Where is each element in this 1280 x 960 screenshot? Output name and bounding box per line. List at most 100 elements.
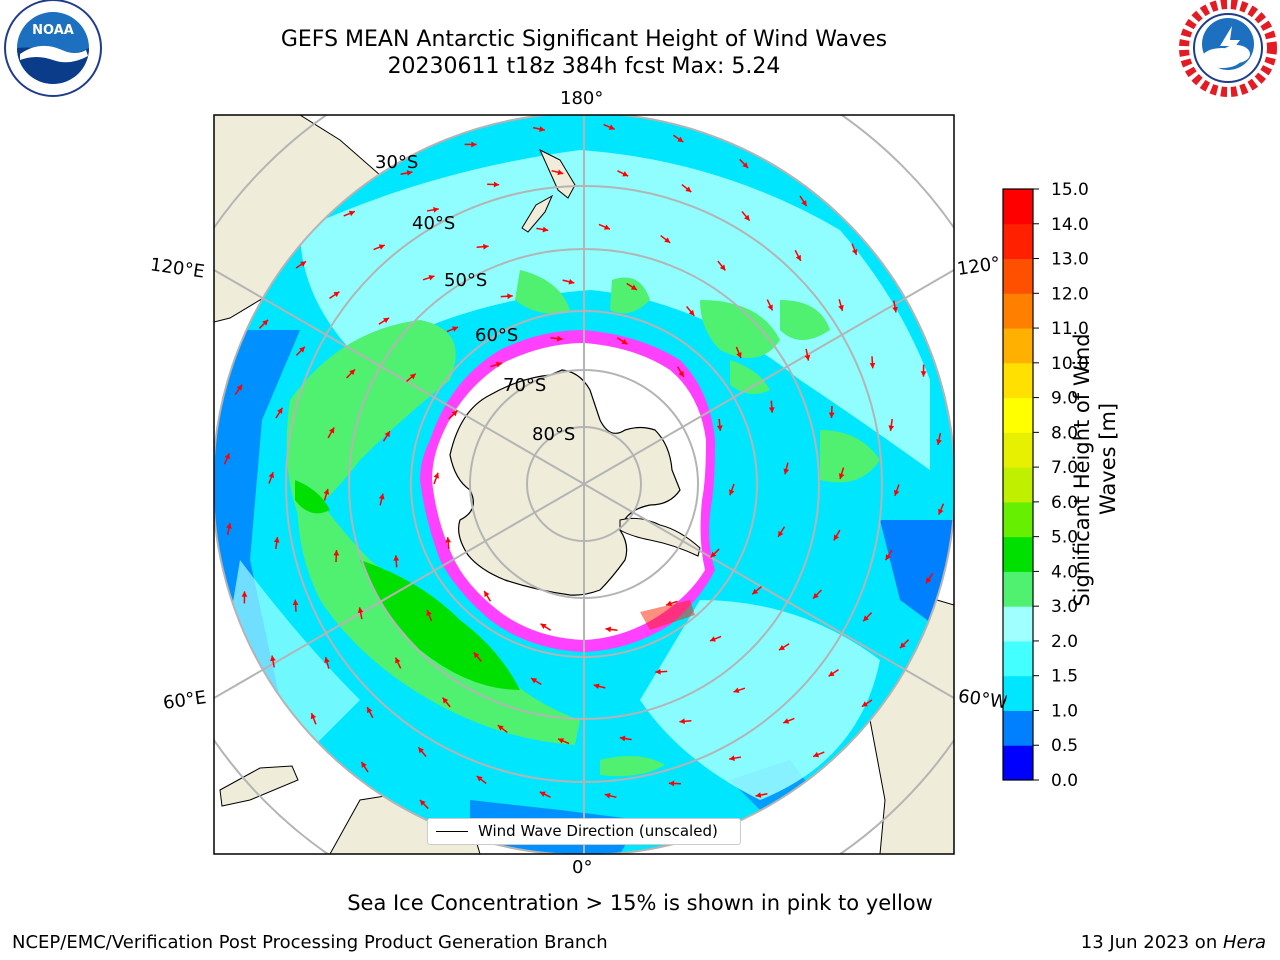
- wave-direction-arrow: [619, 735, 632, 742]
- colorbar-segment: [1003, 606, 1033, 642]
- wave-direction-arrow: [382, 430, 391, 442]
- wave-direction-arrow: [672, 134, 684, 143]
- wave-direction-arrow: [551, 169, 564, 176]
- colorbar-tick-label: 0.0: [1051, 771, 1078, 791]
- colorbar-segment: [1003, 501, 1033, 538]
- colorbar-tick-label: 1.5: [1051, 667, 1078, 687]
- wave-direction-arrow: [473, 651, 482, 662]
- colorbar-tick-label: 6.0: [1051, 493, 1078, 513]
- colorbar-tick-label: 9.0: [1051, 389, 1078, 409]
- wave-direction-arrow: [660, 234, 671, 244]
- wave-direction-arrow: [665, 600, 678, 607]
- wave-direction-arrow: [655, 668, 668, 675]
- wave-direction-arrow: [445, 537, 452, 550]
- wave-direction-arrow: [532, 126, 546, 132]
- wave-direction-arrow: [777, 526, 786, 538]
- wave-direction-arrow: [357, 607, 364, 620]
- wave-direction-arrow: [679, 718, 692, 725]
- wave-direction-arrow: [605, 626, 618, 633]
- wave-direction-arrow: [483, 590, 492, 602]
- colorbar-segment: [1003, 640, 1033, 677]
- wave-direction-arrow: [324, 656, 330, 669]
- wave-direction-arrow: [686, 306, 695, 317]
- wave-direction-arrow: [920, 364, 927, 377]
- wave-direction-arrow: [733, 687, 746, 694]
- colorbar-tick-label: 12.0: [1051, 284, 1089, 304]
- wave-direction-arrow: [812, 751, 825, 758]
- colorbar-segment: [1003, 571, 1033, 607]
- wave-direction-arrow: [406, 373, 417, 382]
- wave-direction-arrow: [794, 249, 802, 262]
- colorbar-tick-label: 8.0: [1051, 423, 1078, 443]
- colorbar-segment: [1003, 745, 1033, 781]
- colorbar-label: Significant Height of Wind Waves [m]: [1069, 333, 1121, 606]
- wave-direction-arrow: [442, 697, 451, 708]
- wave-direction-arrow: [888, 418, 895, 432]
- footer-date: 13 Jun 2023 on: [1080, 932, 1223, 953]
- wave-direction-arrow: [668, 780, 681, 787]
- wave-direction-arrow: [422, 274, 435, 281]
- colorbar-label-line2: Waves [m]: [1096, 402, 1120, 515]
- colorbar-tick-label: 5.0: [1051, 528, 1078, 548]
- wave-direction-arrow: [223, 453, 230, 465]
- wave-direction-arrow: [626, 282, 638, 291]
- colorbar-segment: [1003, 467, 1033, 503]
- wave-direction-arrow: [861, 699, 873, 708]
- wave-direction-arrow: [393, 555, 400, 568]
- wave-direction-arrow: [716, 418, 723, 431]
- wave-direction-arrow: [681, 183, 692, 193]
- wave-direction-arrow: [419, 799, 429, 810]
- colorbar-tick-label: 10.0: [1051, 354, 1089, 374]
- wave-direction-arrow: [741, 210, 751, 222]
- wave-direction-arrow: [899, 639, 910, 649]
- wave-direction-arrow: [676, 366, 685, 378]
- colorbar: 0.0 0.5 1.0 1.5 2.0 3.0 4.0 5.0 6.0 7.0 8.0 9.0 10.0…: [1002, 180, 1089, 791]
- wave-direction-arrow: [360, 761, 369, 773]
- wave-direction-arrow: [782, 717, 795, 724]
- colorbar-tick-label: 2.0: [1051, 632, 1078, 652]
- wave-direction-arrow: [735, 346, 742, 359]
- wave-direction-arrow: [448, 410, 458, 420]
- lat-label-40s: 40°S: [412, 213, 456, 234]
- colorbar-tick-label: 13.0: [1051, 250, 1089, 270]
- wave-direction-arrow: [476, 243, 489, 250]
- colorbar-segment: [1003, 397, 1033, 433]
- wave-direction-arrow: [925, 572, 934, 584]
- wave-direction-arrow: [938, 503, 945, 515]
- wave-direction-arrow: [268, 471, 275, 484]
- wave-direction-arrow: [446, 326, 459, 333]
- caption: Sea Ice Concentration > 15% is shown in …: [347, 891, 933, 915]
- wave-direction-arrow: [778, 643, 790, 651]
- colorbar-segment: [1003, 432, 1033, 468]
- wave-direction-arrow: [710, 548, 720, 558]
- wave-direction-arrow: [258, 319, 269, 329]
- legend-label: Wind Wave Direction (unscaled): [478, 822, 718, 840]
- wave-direction-arrow: [417, 746, 427, 758]
- wave-direction-arrow: [936, 432, 942, 446]
- wave-direction-arrow: [550, 335, 563, 342]
- wave-direction-arrow: [536, 226, 549, 233]
- colorbar-frame: [1002, 188, 1034, 781]
- map-legend: Wind Wave Direction (unscaled): [427, 818, 741, 845]
- wave-direction-arrow: [540, 623, 552, 631]
- wave-direction-arrow: [717, 260, 726, 271]
- colorbar-tick-label: 14.0: [1051, 215, 1089, 235]
- nws-logo: [1179, 0, 1277, 97]
- colorbar-label-line1: Significant Height of Wind: [1070, 333, 1094, 607]
- noaa-logo: NOAA: [4, 0, 102, 97]
- wave-direction-arrow: [828, 668, 839, 677]
- wave-direction-arrow: [892, 300, 898, 313]
- wave-direction-arrow: [812, 589, 822, 600]
- wave-direction-arrow: [366, 706, 374, 719]
- wave-direction-arrow: [562, 278, 575, 285]
- colorbar-segment: [1003, 189, 1033, 225]
- wave-direction-arrow: [768, 400, 775, 413]
- colorbar-tick-label: 1.0: [1051, 701, 1078, 721]
- colorbar-segment: [1003, 258, 1033, 294]
- colorbar-segment: [1003, 362, 1033, 399]
- colorbar-segment: [1003, 675, 1033, 711]
- lat-label-80s: 80°S: [532, 424, 576, 445]
- wave-direction-arrow: [476, 775, 487, 785]
- wave-direction-arrow: [884, 549, 893, 561]
- footer-host: Hera: [1222, 932, 1266, 953]
